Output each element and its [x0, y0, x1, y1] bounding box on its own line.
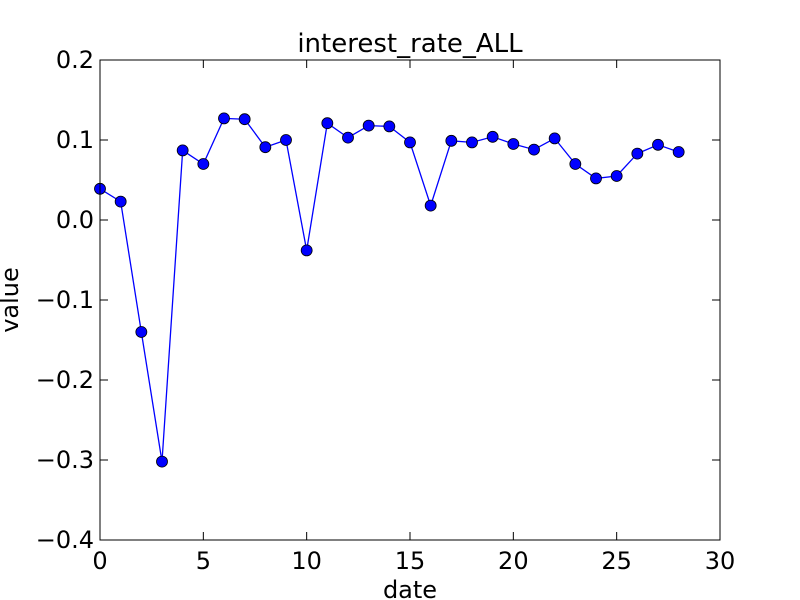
x-tick-label: 0 [92, 547, 107, 575]
data-point [445, 134, 458, 147]
data-point [280, 134, 292, 146]
data-point [218, 112, 230, 125]
data-point [176, 144, 189, 157]
data-point [135, 326, 148, 338]
data-point [466, 136, 478, 149]
y-axis-label: value [0, 267, 24, 333]
x-axis-label: date [383, 576, 437, 600]
x-tick-label: 10 [291, 547, 322, 575]
data-point [300, 244, 313, 257]
data-point [197, 158, 210, 170]
x-tick-label: 20 [498, 547, 529, 575]
y-tick-label: 0.0 [56, 206, 94, 234]
data-point [569, 158, 582, 170]
data-point [362, 119, 375, 132]
data-point [631, 147, 644, 160]
x-tick-label: 5 [196, 547, 211, 575]
y-tick-label: 0.1 [56, 126, 94, 154]
y-tick-label: −0.3 [36, 446, 94, 474]
y-tick-label: −0.2 [36, 366, 94, 394]
data-point [548, 132, 561, 145]
x-tick-label: 15 [395, 547, 426, 575]
data-point [114, 195, 127, 208]
chart-title: interest_rate_ALL [297, 29, 523, 59]
x-tick-label: 30 [705, 547, 736, 575]
data-point [404, 136, 416, 149]
data-point [383, 120, 396, 133]
data-point [259, 141, 272, 154]
data-point [238, 113, 251, 126]
data-point [486, 130, 499, 143]
data-point [321, 117, 334, 130]
data-point [156, 455, 168, 468]
data-point [528, 143, 540, 156]
data-point [424, 199, 437, 212]
data-point [342, 131, 354, 144]
y-tick-label: 0.2 [56, 46, 94, 74]
data-point [590, 172, 602, 185]
y-tick-label: −0.1 [36, 286, 94, 314]
data-point [672, 146, 685, 158]
x-tick-label: 25 [601, 547, 632, 575]
data-point [652, 138, 664, 151]
data-point [507, 138, 520, 150]
data-point [610, 170, 623, 182]
y-tick-label: −0.4 [36, 526, 94, 554]
